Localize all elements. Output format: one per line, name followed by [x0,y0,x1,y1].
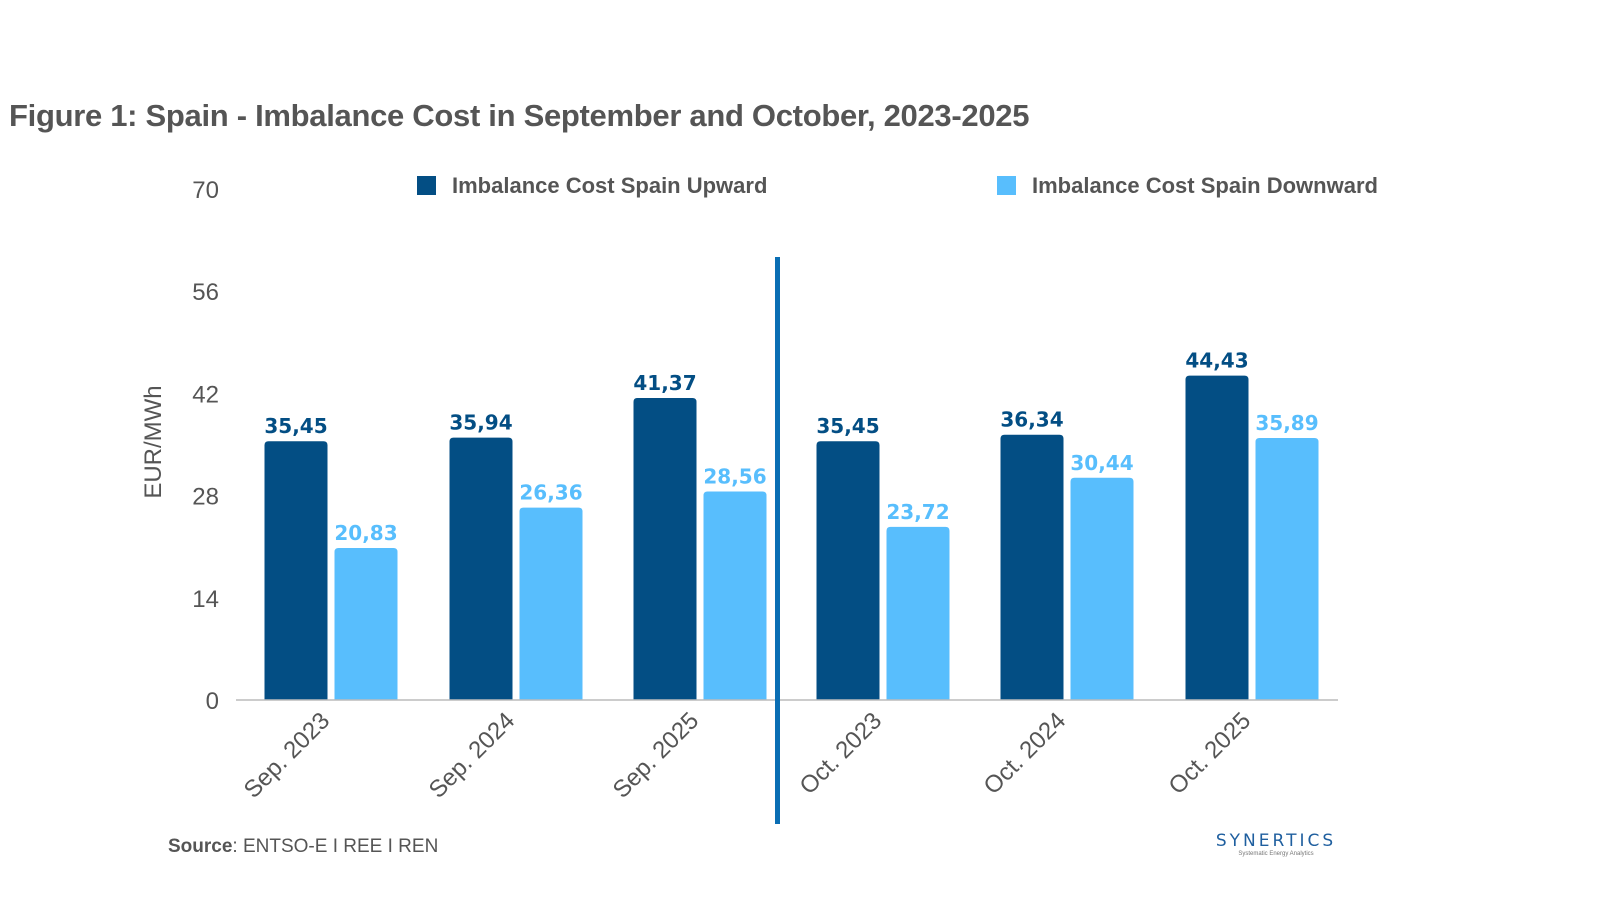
x-axis: Sep. 2023 Sep. 2024 Sep. 2025 Oct. 2023 Oct.… [239,707,1256,803]
x-tick-label: Oct. 2025 [1164,707,1257,800]
legend-label: Imbalance Cost Spain Upward [452,173,767,198]
legend: Imbalance Cost Spain Upward Imbalance Cos… [417,173,1378,198]
data-label-upward: 36,34 [1000,408,1063,432]
bar-upward [264,441,328,700]
bar-upward [1185,375,1249,700]
data-label-upward: 44,43 [1185,349,1248,373]
source-text: : ENTSO-E I REE I REN [232,836,439,857]
source-label: Source [168,836,233,857]
data-label-upward: 35,94 [449,411,512,435]
bar-upward [449,437,513,700]
bar-downward [334,547,398,700]
data-label-downward: 30,44 [1070,451,1133,475]
period-divider [775,257,780,824]
y-tick-label: 56 [192,279,219,306]
y-tick-label: 0 [206,688,219,715]
bars [264,375,1319,700]
bar-upward [1000,434,1064,700]
x-tick-label: Oct. 2023 [795,707,888,800]
legend-label: Imbalance Cost Spain Downward [1032,173,1378,198]
data-label-downward: 26,36 [519,481,582,505]
synertics-logo: SYNERTICS Systematic Energy Analytics [1205,832,1347,858]
bar-downward [703,491,767,700]
bar-downward [886,526,950,700]
data-label-upward: 41,37 [633,371,696,395]
x-tick-label: Oct. 2024 [979,707,1072,800]
bar-downward [519,507,583,700]
data-label-downward: 28,56 [703,465,766,489]
y-axis-label: EUR/MWh [140,385,167,498]
data-label-downward: 35,89 [1255,411,1318,435]
legend-swatch [417,176,436,195]
x-tick-label: Sep. 2024 [424,707,520,803]
logo-name: SYNERTICS [1215,831,1337,851]
y-tick-label: 14 [192,586,219,613]
logo-tagline: Systematic Energy Analytics [1238,851,1314,857]
x-tick-label: Sep. 2023 [239,707,335,803]
data-label-downward: 23,72 [886,500,949,524]
legend-swatch [997,176,1016,195]
bar-upward [633,397,697,700]
bar-downward [1255,438,1319,700]
bar-upward [816,441,880,700]
bar-downward [1070,477,1134,700]
data-label-upward: 35,45 [264,414,327,438]
y-tick-label: 42 [192,381,219,408]
data-label-downward: 20,83 [334,521,397,545]
y-tick-label: 28 [192,484,219,511]
source-note: Source: ENTSO-E I REE I REN [168,836,438,858]
data-label-upward: 35,45 [816,414,879,438]
chart-title: Figure 1: Spain - Imbalance Cost in Sept… [9,98,1030,133]
data-labels: 35,45 20,83 35,94 26,36 41,37 28,56 35,45 23,72… [264,349,1318,545]
y-tick-label: 70 [192,177,219,204]
y-axis: 0 14 28 42 56 70 [192,177,219,715]
x-tick-label: Sep. 2025 [608,707,704,803]
